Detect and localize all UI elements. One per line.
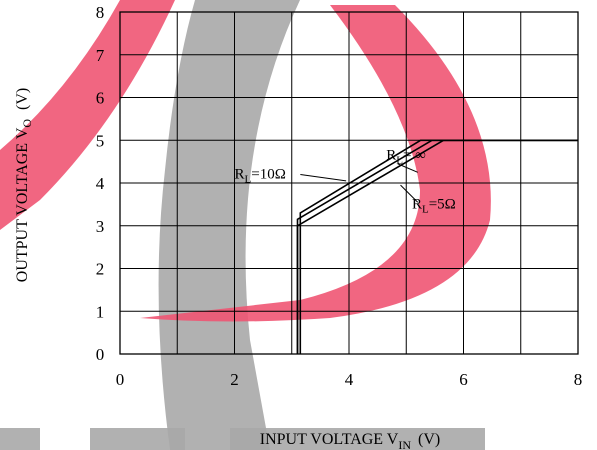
y-tick-label: 4 [96, 174, 105, 193]
y-tick-label: 0 [96, 345, 105, 364]
annotation-leader-3 [400, 184, 419, 203]
x-tick-label: 4 [345, 370, 354, 389]
x-tick-label: 0 [116, 370, 125, 389]
series-annotation-2: RL=10Ω [235, 167, 286, 186]
y-tick-label: 6 [96, 89, 105, 108]
series-annotation-3: RL=5Ω [412, 197, 456, 216]
chart-ticks: 0 2 4 6 8 0 1 2 3 4 5 6 7 8 [96, 3, 583, 389]
chart-annotations: RL= ∞ RL=10Ω RL=5Ω [235, 147, 456, 215]
x-tick-label: 6 [459, 370, 468, 389]
x-tick-label: 8 [574, 370, 583, 389]
y-tick-label: 3 [96, 217, 105, 236]
series-annotation-1: RL= ∞ [386, 147, 426, 166]
series-line-3 [299, 139, 578, 354]
y-axis-label: OUTPUT VOLTAGE VO(V) [14, 88, 34, 282]
watermark-logo [0, 0, 491, 450]
y-tick-label: 7 [96, 46, 105, 65]
y-tick-label: 5 [96, 131, 105, 150]
y-tick-label: 8 [96, 3, 105, 22]
x-axis-label: INPUT VOLTAGE VIN (V) [260, 431, 440, 450]
annotation-leader-2 [300, 173, 347, 182]
x-tick-label: 2 [230, 370, 239, 389]
annotation-leader-1 [397, 163, 418, 173]
y-tick-label: 1 [96, 302, 105, 321]
y-tick-label: 2 [96, 260, 105, 279]
chart-series [296, 139, 578, 354]
